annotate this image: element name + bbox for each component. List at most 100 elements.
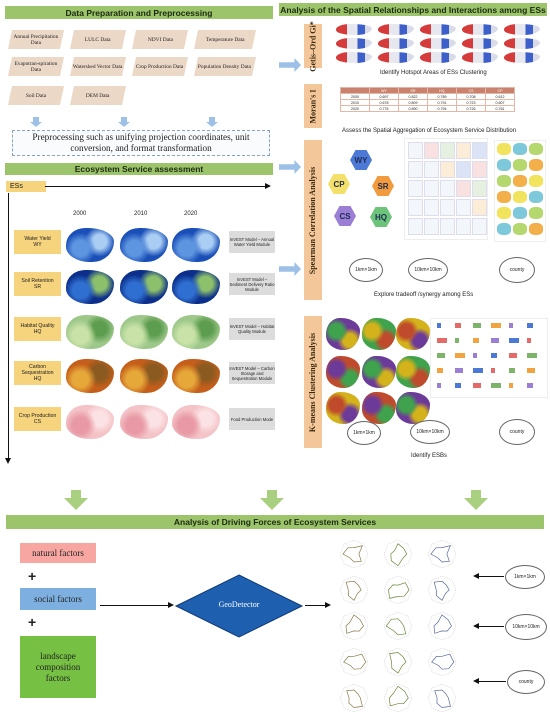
arrowhead-icon [473, 573, 479, 579]
down-arrow-icon [30, 117, 42, 127]
down-arrow-stem [71, 490, 81, 500]
data-item: Annual Precipitation Data [7, 30, 65, 49]
natural-factors: natural factors [20, 543, 96, 563]
esb-bar [473, 383, 481, 388]
correlation-cell [472, 142, 487, 159]
es-label: Soil Retention SR [14, 272, 61, 296]
model-label: Food Production Mode [229, 408, 275, 430]
correlation-cell [456, 161, 471, 178]
esb-bar [491, 338, 499, 343]
correlation-cell [456, 218, 471, 235]
right-arrow-icon [279, 160, 301, 174]
es-map [172, 270, 220, 304]
correlation-cell [424, 180, 439, 197]
esb-bar [491, 368, 495, 373]
radar-shape [346, 689, 363, 708]
geodetector-diamond [174, 574, 304, 638]
down-arrow-icon [206, 117, 218, 127]
correlation-cell [440, 142, 455, 159]
esb-bar [437, 338, 447, 343]
landscape-factors: landscape composition factors [20, 636, 96, 698]
plus-icon: + [28, 614, 37, 630]
hotspot-map [336, 38, 372, 49]
correlation-cell [440, 180, 455, 197]
correlation-cell [424, 161, 439, 178]
down-arrow-icon [118, 117, 130, 127]
county-map [529, 159, 543, 171]
table-cell: 0.890 [398, 105, 428, 112]
radar-ring [339, 575, 369, 605]
down-arrow-stem [267, 490, 277, 500]
county-map [513, 143, 527, 155]
correlation-cell [456, 199, 471, 216]
radar-ring [427, 575, 457, 605]
radar-ring [339, 647, 369, 677]
factors-to-detector-arrow [100, 605, 170, 606]
moran-caption: Assess the Spatial Aggregation of Ecosys… [342, 128, 517, 134]
radar-shape [390, 543, 408, 567]
correlation-cell [472, 161, 487, 178]
pointer-line [478, 681, 506, 682]
radar-ring [339, 611, 369, 641]
radar-ring [383, 611, 413, 641]
cluster-map [326, 392, 360, 424]
scale-10km-k: 10km×10km [410, 420, 450, 444]
correlation-cell [440, 161, 455, 178]
correlation-cell [408, 142, 423, 159]
spatial-header: Analysis of the Spatial Relationships an… [279, 3, 547, 16]
esb-bar [527, 368, 535, 373]
down-arrow-icon [260, 498, 284, 510]
es-map [66, 315, 114, 349]
esb-caption: Identify ESBs [411, 453, 448, 459]
hotspot-map [336, 24, 372, 35]
county-map [497, 159, 511, 171]
hotspot-map [504, 24, 540, 35]
hotspot-map [462, 24, 498, 35]
es-map [120, 228, 168, 262]
esb-bar [437, 353, 445, 358]
radar-ring [427, 683, 457, 713]
esb-bar [455, 368, 463, 373]
correlation-cell [408, 161, 423, 178]
es-map [172, 315, 220, 349]
model-label: InVEST Model – Annual Water Yield Module [229, 231, 275, 253]
ess-label: ESs [6, 181, 46, 192]
data-item: Soil Data [7, 86, 65, 105]
radar-shape [388, 582, 410, 599]
right-arrow-icon [279, 262, 301, 276]
es-map [120, 270, 168, 304]
preprocessing-box: Preprocessing such as unifying projectio… [12, 130, 270, 156]
data-item: Evapotran-spiration Data [7, 57, 65, 76]
esb-bar [509, 368, 515, 373]
radar-ring [383, 539, 413, 569]
es-map [172, 405, 220, 439]
social-factors: social factors [20, 588, 96, 610]
radar-shape [434, 689, 451, 708]
data-item: Population Density Data [193, 57, 257, 76]
esb-bar [455, 383, 461, 388]
county-map [529, 175, 543, 187]
radar-shape [431, 653, 455, 670]
getis-ord-bar: Getis–Ord Gi* [304, 21, 322, 71]
table-cell: 0.726 [456, 105, 486, 112]
county-map [497, 191, 511, 203]
radar-shape [345, 614, 364, 634]
pointer-line [478, 626, 504, 627]
hotspot-map [504, 38, 540, 49]
es-map [120, 315, 168, 349]
year-label: 2010 [134, 211, 148, 217]
es-map [172, 228, 220, 262]
detector-to-results-arrow [305, 605, 327, 606]
table-cell: 0.776 [369, 105, 399, 112]
hotspot-map [462, 52, 498, 63]
scale-county: county [499, 257, 535, 283]
down-arrow-icon [464, 498, 488, 510]
data-item: Crop Production Data [131, 57, 189, 76]
esb-bar [509, 353, 517, 358]
radar-ring [427, 539, 457, 569]
radar-ring [427, 647, 457, 677]
esb-bar [491, 323, 501, 328]
es-node-cp: CP [328, 174, 350, 194]
hotspot-map [420, 38, 456, 49]
county-map [513, 159, 527, 171]
